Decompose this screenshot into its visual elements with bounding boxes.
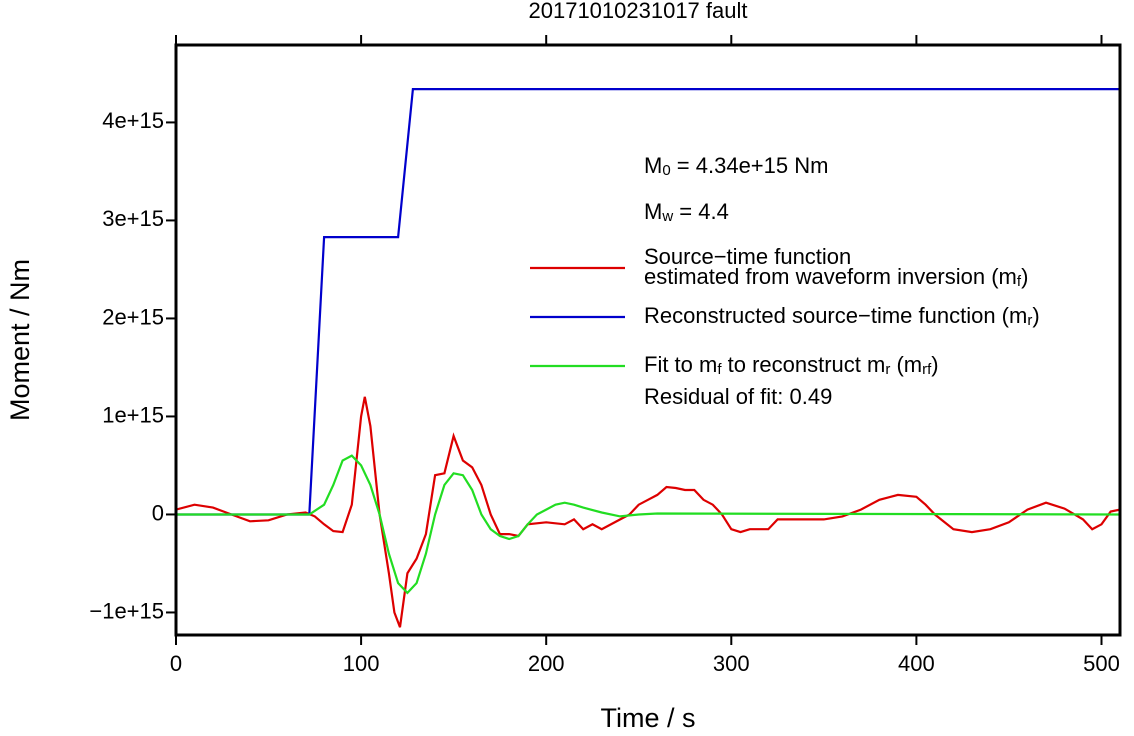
text-part: Reconstructed source−time function (m: [644, 303, 1027, 328]
text-part: Fit to m: [644, 352, 717, 377]
y-tick-label: 3e+15: [102, 206, 164, 231]
y-tick-label: 4e+15: [102, 108, 164, 133]
text-part: ): [931, 352, 938, 377]
y-axis-label: Moment / Nm: [5, 259, 35, 421]
subscript: 0: [662, 162, 670, 179]
x-tick-label: 500: [1083, 651, 1120, 676]
text-part: ): [1032, 303, 1039, 328]
chart-title: 20171010231017 fault: [529, 0, 748, 23]
legend-label: Reconstructed source−time function (mr): [644, 303, 1040, 330]
text-part: Source−time function: [644, 244, 851, 269]
y-tick-label: 1e+15: [102, 402, 164, 427]
text-part: M: [644, 153, 662, 178]
legend-label: estimated from waveform inversion (mf): [644, 264, 1028, 291]
text-part: = 4.34e+15 Nm: [671, 153, 829, 178]
annotation: Residual of fit: 0.49: [644, 384, 832, 409]
x-tick-label: 300: [713, 651, 750, 676]
x-axis-label: Time / s: [600, 703, 695, 733]
text-part: estimated from waveform inversion (m: [644, 264, 1017, 289]
text-part: M: [644, 199, 662, 224]
text-part: to reconstruct m: [722, 352, 886, 377]
subscript: f: [717, 361, 722, 378]
y-tick-label: 2e+15: [102, 304, 164, 329]
series-line: [176, 396, 1120, 628]
y-tick-label: −1e+15: [89, 598, 164, 623]
subscript: r: [885, 361, 890, 378]
subscript: rf: [922, 361, 932, 378]
x-tick-label: 200: [528, 651, 565, 676]
plot-frame: [174, 43, 1122, 637]
text-part: ): [1021, 264, 1028, 289]
annotation: M0 = 4.34e+15 Nm: [644, 153, 828, 180]
subscript: r: [1027, 312, 1032, 329]
x-tick-label: 400: [898, 651, 935, 676]
legend-label: Fit to mf to reconstruct mr (mrf): [644, 352, 939, 379]
annotation: Mw = 4.4: [644, 199, 729, 226]
subscript: w: [661, 208, 673, 225]
x-tick-label: 100: [343, 651, 380, 676]
legend-label: Source−time function: [644, 244, 851, 269]
series-line: [176, 454, 1120, 595]
text-part: Residual of fit: 0.49: [644, 384, 832, 409]
x-tick-label: 0: [170, 651, 182, 676]
text-part: = 4.4: [673, 199, 729, 224]
text-part: (m: [890, 352, 922, 377]
y-tick-label: 0: [152, 500, 164, 525]
subscript: f: [1017, 273, 1022, 290]
